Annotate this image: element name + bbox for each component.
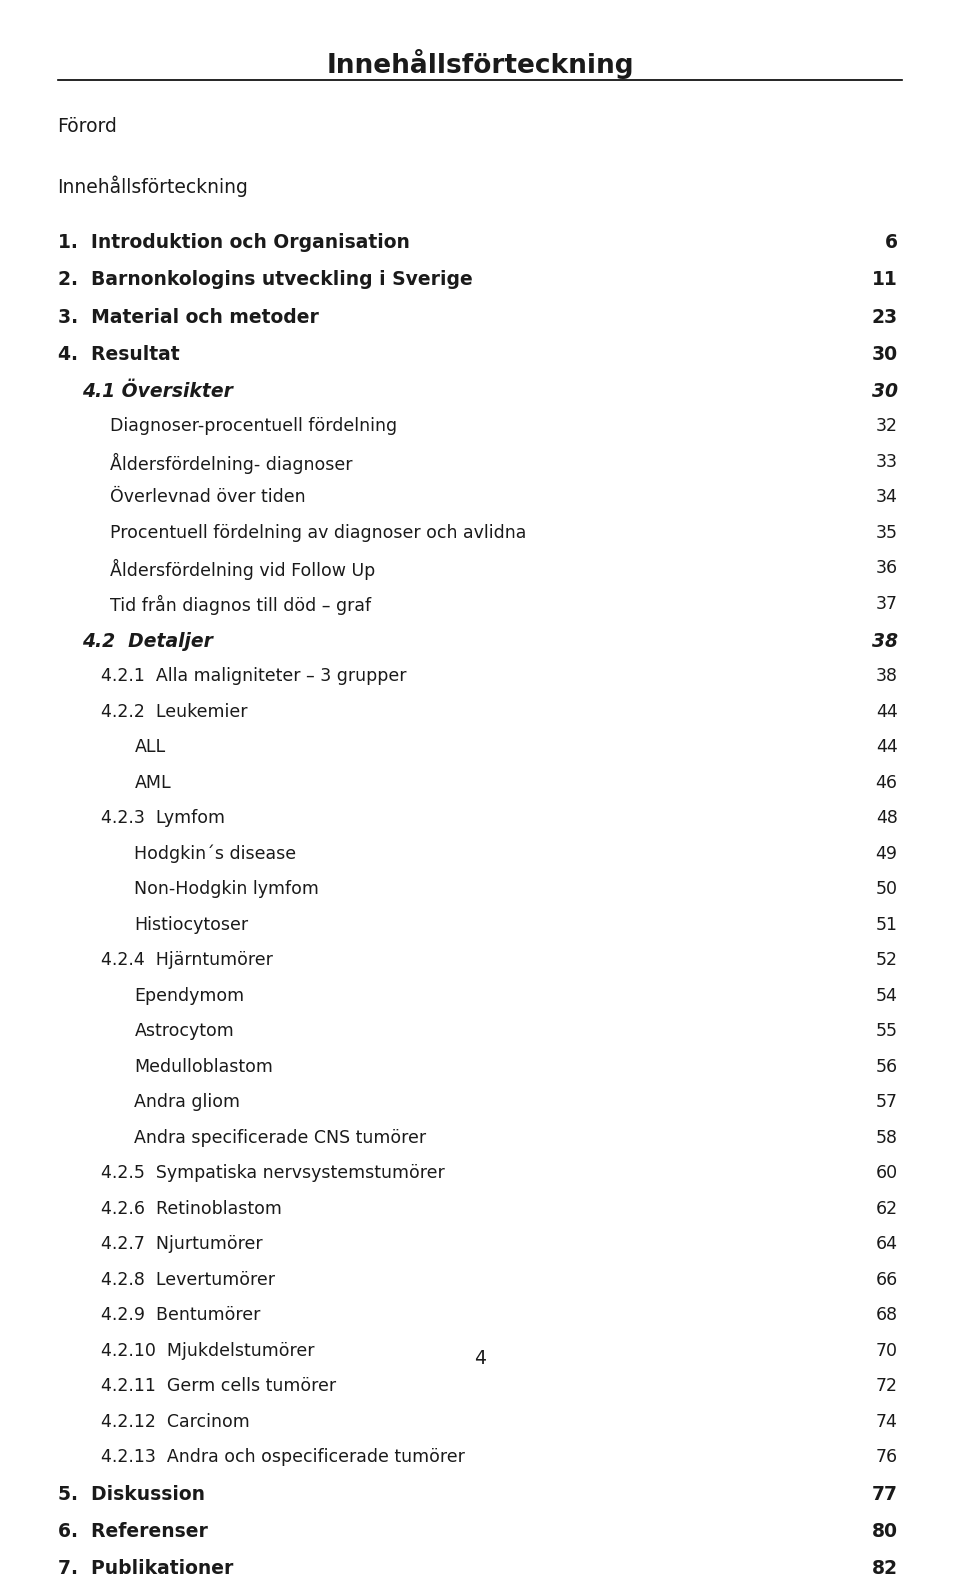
Text: 32: 32 xyxy=(876,417,898,436)
Text: 52: 52 xyxy=(876,951,898,969)
Text: Överlevnad över tiden: Överlevnad över tiden xyxy=(110,488,306,506)
Text: 51: 51 xyxy=(876,916,898,934)
Text: 4.2.4  Hjärntumörer: 4.2.4 Hjärntumörer xyxy=(101,951,273,969)
Text: 70: 70 xyxy=(876,1341,898,1360)
Text: Innehållsförteckning: Innehållsförteckning xyxy=(58,175,249,197)
Text: 44: 44 xyxy=(876,738,898,756)
Text: 64: 64 xyxy=(876,1235,898,1254)
Text: Åldersfördelning vid Follow Up: Åldersfördelning vid Follow Up xyxy=(110,558,375,581)
Text: Ependymom: Ependymom xyxy=(134,986,245,1004)
Text: 4.2.1  Alla maligniteter – 3 grupper: 4.2.1 Alla maligniteter – 3 grupper xyxy=(101,667,406,686)
Text: 36: 36 xyxy=(876,558,898,578)
Text: 6.  Referenser: 6. Referenser xyxy=(58,1523,207,1542)
Text: 82: 82 xyxy=(872,1559,898,1578)
Text: Tid från diagnos till död – graf: Tid från diagnos till död – graf xyxy=(110,595,372,614)
Text: 34: 34 xyxy=(876,488,898,506)
Text: 55: 55 xyxy=(876,1021,898,1041)
Text: 33: 33 xyxy=(876,453,898,471)
Text: 50: 50 xyxy=(876,880,898,899)
Text: 48: 48 xyxy=(876,810,898,827)
Text: 72: 72 xyxy=(876,1378,898,1395)
Text: 4.  Resultat: 4. Resultat xyxy=(58,345,180,364)
Text: 38: 38 xyxy=(872,632,898,651)
Text: Procentuell fördelning av diagnoser och avlidna: Procentuell fördelning av diagnoser och … xyxy=(110,523,527,541)
Text: 23: 23 xyxy=(872,307,898,326)
Text: ALL: ALL xyxy=(134,738,165,756)
Text: Förord: Förord xyxy=(58,118,117,137)
Text: Andra specificerade CNS tumörer: Andra specificerade CNS tumörer xyxy=(134,1128,426,1147)
Text: 77: 77 xyxy=(872,1486,898,1503)
Text: 4.2.2  Leukemier: 4.2.2 Leukemier xyxy=(101,703,248,721)
Text: 4.2.3  Lymfom: 4.2.3 Lymfom xyxy=(101,810,225,827)
Text: 66: 66 xyxy=(876,1271,898,1289)
Text: Åldersfördelning- diagnoser: Åldersfördelning- diagnoser xyxy=(110,453,353,474)
Text: 5.  Diskussion: 5. Diskussion xyxy=(58,1486,204,1503)
Text: Hodgkin´s disease: Hodgkin´s disease xyxy=(134,845,297,864)
Text: Medulloblastom: Medulloblastom xyxy=(134,1058,274,1076)
Text: 35: 35 xyxy=(876,523,898,541)
Text: Andra gliom: Andra gliom xyxy=(134,1093,240,1111)
Text: 4.2.5  Sympatiska nervsystemstumörer: 4.2.5 Sympatiska nervsystemstumörer xyxy=(101,1165,444,1182)
Text: 4.2.10  Mjukdelstumörer: 4.2.10 Mjukdelstumörer xyxy=(101,1341,314,1360)
Text: 4: 4 xyxy=(474,1349,486,1368)
Text: 4.2.7  Njurtumörer: 4.2.7 Njurtumörer xyxy=(101,1235,262,1254)
Text: 4.2.9  Bentumörer: 4.2.9 Bentumörer xyxy=(101,1306,260,1324)
Text: 2.  Barnonkologins utveckling i Sverige: 2. Barnonkologins utveckling i Sverige xyxy=(58,270,472,290)
Text: 30: 30 xyxy=(872,345,898,364)
Text: 38: 38 xyxy=(876,667,898,686)
Text: Astrocytom: Astrocytom xyxy=(134,1021,234,1041)
Text: 11: 11 xyxy=(872,270,898,290)
Text: 56: 56 xyxy=(876,1058,898,1076)
Text: 49: 49 xyxy=(876,845,898,862)
Text: 58: 58 xyxy=(876,1128,898,1147)
Text: 4.2.6  Retinoblastom: 4.2.6 Retinoblastom xyxy=(101,1200,281,1217)
Text: 3.  Material och metoder: 3. Material och metoder xyxy=(58,307,319,326)
Text: 7.  Publikationer: 7. Publikationer xyxy=(58,1559,233,1578)
Text: 54: 54 xyxy=(876,986,898,1004)
Text: 30: 30 xyxy=(872,382,898,401)
Text: 4.2.12  Carcinom: 4.2.12 Carcinom xyxy=(101,1413,250,1430)
Text: AML: AML xyxy=(134,773,171,792)
Text: 76: 76 xyxy=(876,1448,898,1467)
Text: 68: 68 xyxy=(876,1306,898,1324)
Text: Non-Hodgkin lymfom: Non-Hodgkin lymfom xyxy=(134,880,320,899)
Text: 57: 57 xyxy=(876,1093,898,1111)
Text: 4.1 Översikter: 4.1 Översikter xyxy=(82,382,232,401)
Text: 62: 62 xyxy=(876,1200,898,1217)
Text: 1.  Introduktion och Organisation: 1. Introduktion och Organisation xyxy=(58,234,410,253)
Text: 46: 46 xyxy=(876,773,898,792)
Text: 60: 60 xyxy=(876,1165,898,1182)
Text: 4.2.13  Andra och ospecificerade tumörer: 4.2.13 Andra och ospecificerade tumörer xyxy=(101,1448,465,1467)
Text: 74: 74 xyxy=(876,1413,898,1430)
Text: 6: 6 xyxy=(884,234,898,253)
Text: Innehållsförteckning: Innehållsförteckning xyxy=(326,49,634,80)
Text: 37: 37 xyxy=(876,595,898,613)
Text: Diagnoser-procentuell fördelning: Diagnoser-procentuell fördelning xyxy=(110,417,397,436)
Text: Histiocytoser: Histiocytoser xyxy=(134,916,249,934)
Text: 80: 80 xyxy=(872,1523,898,1542)
Text: 4.2  Detaljer: 4.2 Detaljer xyxy=(82,632,212,651)
Text: 44: 44 xyxy=(876,703,898,721)
Text: 4.2.8  Levertumörer: 4.2.8 Levertumörer xyxy=(101,1271,275,1289)
Text: 4.2.11  Germ cells tumörer: 4.2.11 Germ cells tumörer xyxy=(101,1378,336,1395)
